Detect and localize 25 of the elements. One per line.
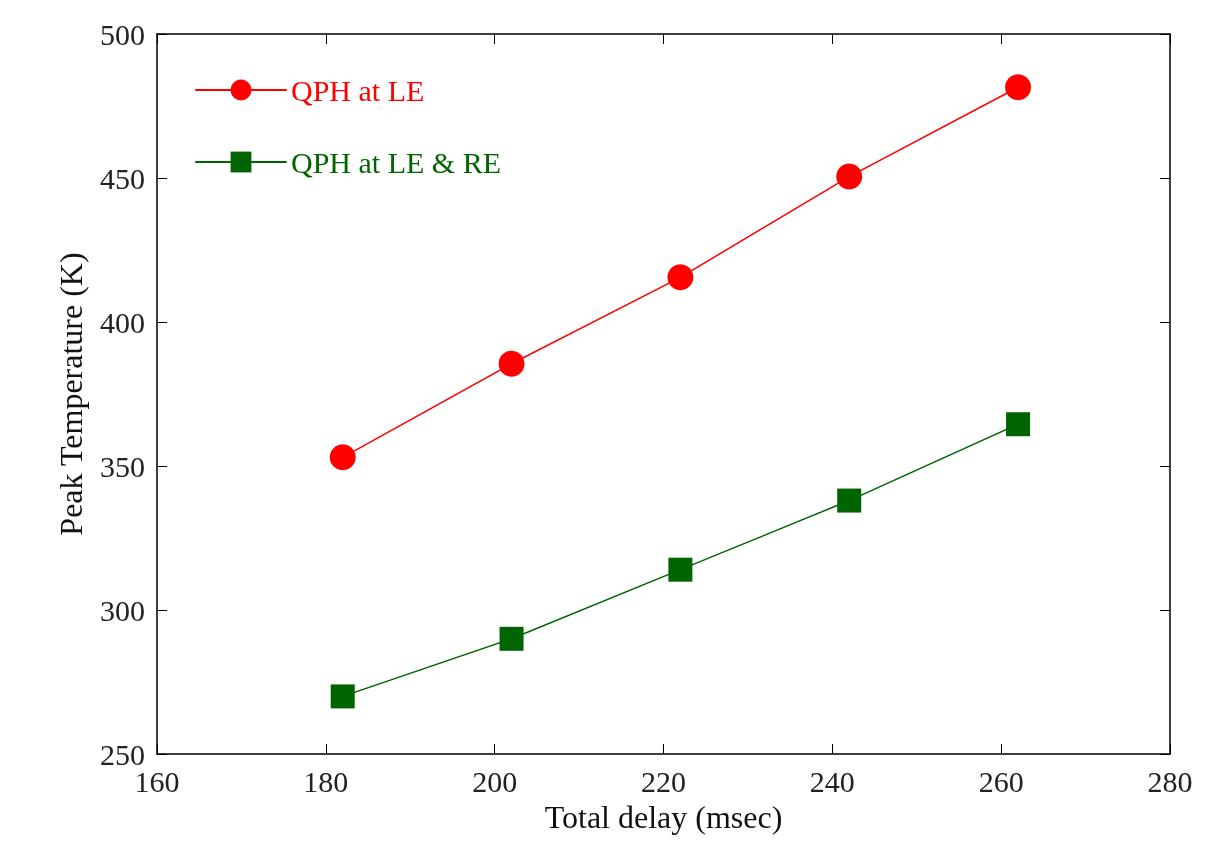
y-tick-label: 300 <box>100 593 145 627</box>
legend-label: QPH at LE & RE <box>291 145 501 179</box>
point <box>498 350 525 377</box>
legend-label: QPH at LE <box>291 73 425 107</box>
point <box>668 557 693 582</box>
point <box>836 163 863 190</box>
point <box>330 684 355 709</box>
x-tick-label: 260 <box>978 764 1024 798</box>
y-tick-label: 400 <box>100 305 145 339</box>
y-tick-label: 350 <box>100 449 145 483</box>
x-axis-title: Total delay (msec) <box>544 798 783 835</box>
point <box>1006 412 1031 437</box>
x-tick-label: 180 <box>303 764 349 798</box>
x-tick-label: 240 <box>809 764 855 798</box>
point <box>499 626 524 651</box>
point <box>329 444 356 471</box>
x-tick-label: 220 <box>641 764 686 798</box>
x-tick-label: 280 <box>1147 764 1193 798</box>
point <box>837 488 862 513</box>
point <box>667 264 694 291</box>
x-tick-label: 200 <box>472 764 518 798</box>
y-axis-title: Peak Temperature (K) <box>53 252 89 536</box>
point <box>1005 74 1032 101</box>
y-tick-label: 450 <box>100 161 145 195</box>
y-tick-label: 500 <box>100 17 145 51</box>
